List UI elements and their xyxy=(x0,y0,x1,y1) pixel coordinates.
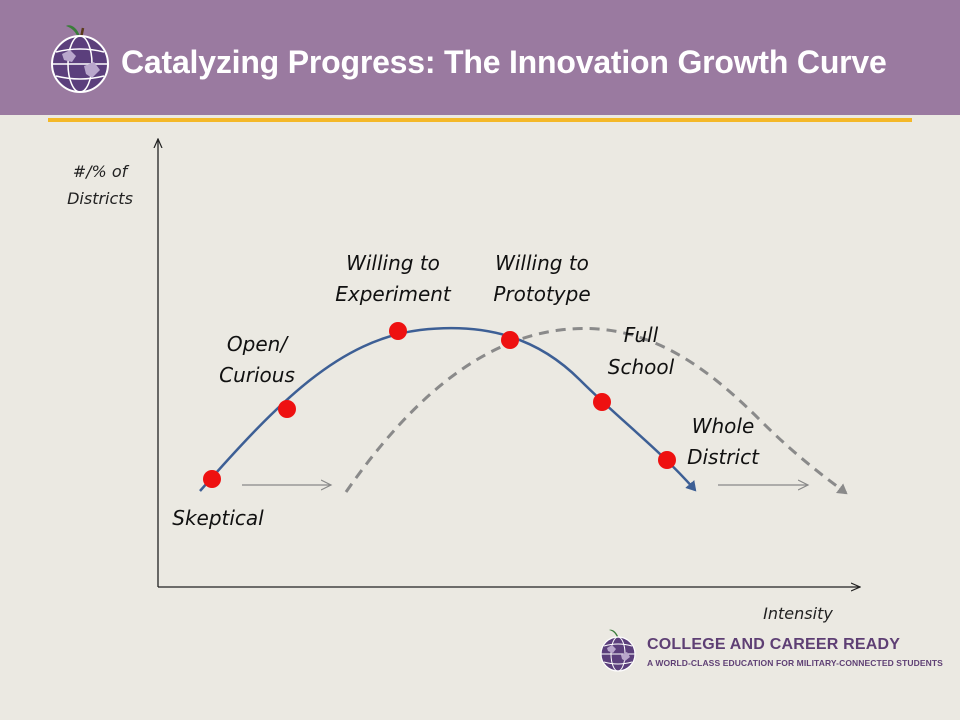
stage-point-whole-district xyxy=(658,451,676,469)
footer-brand: COLLEGE AND CAREER READY xyxy=(647,636,901,653)
x-axis-label: Intensity xyxy=(763,604,833,623)
solid-growth-curve xyxy=(199,326,697,492)
dashed-growth-curve xyxy=(344,327,848,495)
stage-label-whole-district-line1: Whole xyxy=(692,414,755,438)
page-title: Catalyzing Progress: The Innovation Grow… xyxy=(121,44,887,80)
stage-label-prototype-line1: Willing to xyxy=(495,251,589,275)
y-axis-label-line2: Districts xyxy=(67,189,133,208)
accent-divider xyxy=(48,118,912,122)
stage-point-full-school xyxy=(593,393,611,411)
stage-label-experiment-line2: Experiment xyxy=(335,282,452,306)
stage-point-willing-to-experiment xyxy=(389,322,407,340)
stage-label-open-line1: Open/ xyxy=(227,332,289,356)
stage-label-full-school-line2: School xyxy=(608,355,675,379)
stage-label-whole-district-line2: District xyxy=(687,445,760,469)
stage-label-experiment-line1: Willing to xyxy=(346,251,440,275)
stage-label-open-line2: Curious xyxy=(219,363,295,387)
stage-point-open-curious xyxy=(278,400,296,418)
stage-label-prototype-line2: Prototype xyxy=(493,282,590,306)
footer-tagline: A WORLD-CLASS EDUCATION FOR MILITARY-CON… xyxy=(647,658,943,668)
y-axis-label-line1: #/% of xyxy=(73,162,130,181)
stage-label-skeptical: Skeptical xyxy=(172,506,264,530)
stage-point-skeptical xyxy=(203,470,221,488)
globe-apple-icon xyxy=(51,25,109,93)
stage-label-full-school-line1: Full xyxy=(624,323,659,347)
header-bar xyxy=(0,0,960,115)
globe-apple-icon xyxy=(600,629,636,672)
stage-point-willing-to-prototype xyxy=(501,331,519,349)
